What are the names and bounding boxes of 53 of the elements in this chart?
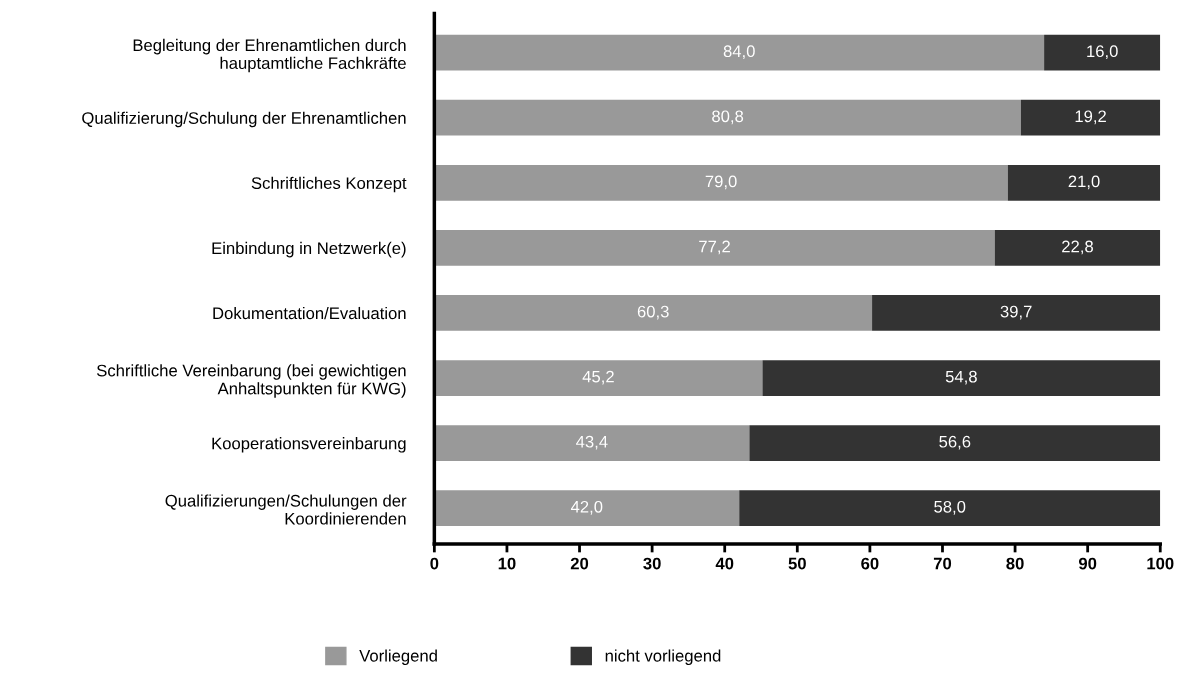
x-tick-label: 80 <box>1006 557 1024 570</box>
y-tick-label: Begleitung der Ehrenamtlichen durch hauptamtliche Fachkräfte <box>133 38 406 73</box>
y-tick-label: Kooperationsvereinbarung <box>212 437 406 453</box>
y-tick-label: Einbindung in Netzwerk(e) <box>212 241 406 258</box>
x-tick-label: 60 <box>861 557 879 570</box>
x-tick-label: 10 <box>498 557 516 570</box>
data-label: 39,7 <box>1000 305 1032 320</box>
data-label: 58,0 <box>934 500 966 515</box>
bar <box>739 490 1161 527</box>
x-tick-label: 90 <box>1078 557 1097 570</box>
data-label: 19,2 <box>1075 110 1106 125</box>
data-label: 54,8 <box>945 370 977 385</box>
data-label: 84,0 <box>723 45 755 60</box>
data-label: 21,0 <box>1068 175 1100 190</box>
x-tick-label: 20 <box>570 557 589 570</box>
x-tick-label: 30 <box>643 557 661 570</box>
bar <box>434 164 1008 201</box>
x-tick-label: 100 <box>1147 557 1174 570</box>
bar <box>1007 164 1161 201</box>
data-label: 22,8 <box>1062 240 1093 255</box>
bar <box>434 34 1045 71</box>
data-label: 60,3 <box>637 305 669 320</box>
bar <box>749 425 1161 462</box>
legend-label: nicht vorliegend <box>605 649 721 665</box>
bar <box>994 229 1161 266</box>
legend-label: Vorliegend <box>359 649 437 665</box>
bar <box>434 99 1021 136</box>
data-label: 77,2 <box>699 240 730 255</box>
bar <box>434 360 763 396</box>
x-tick-label: 70 <box>933 557 952 570</box>
data-label: 80,8 <box>712 110 744 125</box>
bar <box>434 295 873 331</box>
bar <box>434 425 750 462</box>
bar <box>872 295 1161 331</box>
y-tick-label: Qualifizierung/Schulung der Ehrenamtlichen <box>82 111 406 128</box>
x-tick-label: 50 <box>788 557 806 570</box>
y-tick-label: Schriftliches Konzept <box>251 176 407 193</box>
data-label: 43,4 <box>576 435 608 450</box>
y-tick-label: Qualifizierungen/Schulungen der Koordinierenden <box>165 494 407 525</box>
y-tick-label: Schriftliche Vereinbarung (bei gewichtigen Anhaltspunkten für KWG) <box>96 364 406 398</box>
y-tick-label: Dokumentation/Evaluation <box>213 306 406 320</box>
data-label: 42,0 <box>570 500 603 515</box>
data-label: 56,6 <box>939 435 971 450</box>
bar <box>762 360 1161 396</box>
data-label: 16,0 <box>1087 45 1118 60</box>
data-label: 45,2 <box>582 370 614 385</box>
bar <box>434 229 995 266</box>
bar <box>1044 34 1161 71</box>
x-tick-label: 40 <box>715 557 734 570</box>
bar <box>1020 99 1161 136</box>
x-tick-label: 0 <box>430 557 439 570</box>
bar <box>434 490 740 527</box>
data-label: 79,0 <box>705 175 737 190</box>
